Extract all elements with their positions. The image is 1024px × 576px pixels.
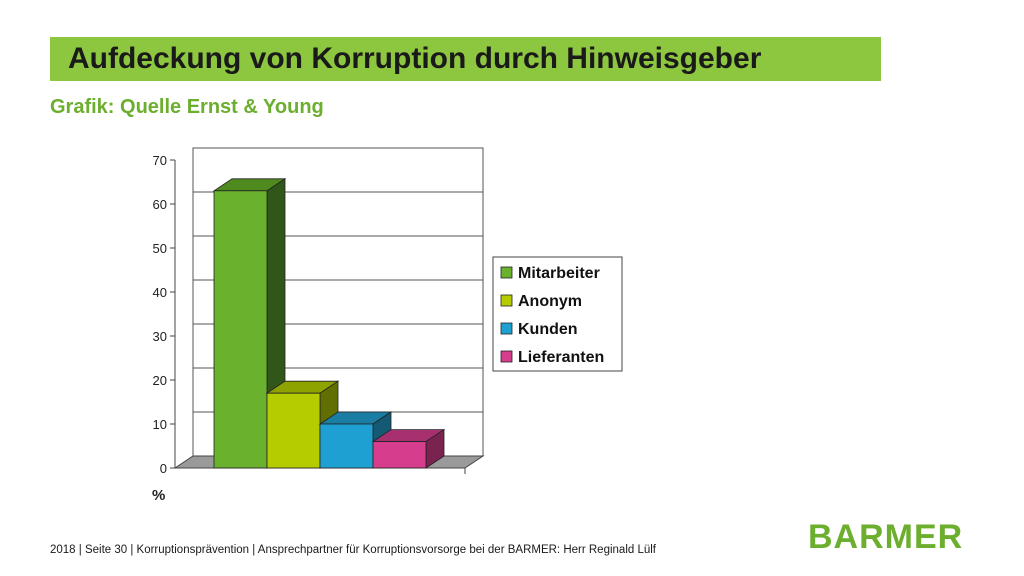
y-tick-label: 40 xyxy=(153,285,167,300)
bar-mitarbeiter xyxy=(212,178,287,469)
legend-box xyxy=(492,256,623,372)
slide-title: Aufdeckung von Korruption durch Hinweisg… xyxy=(68,42,762,75)
y-tick-label: 50 xyxy=(153,241,167,256)
bar-front xyxy=(372,441,427,469)
barmer-logo: BARMER xyxy=(808,518,964,556)
title-bar xyxy=(50,37,881,81)
y-axis-label: % xyxy=(152,487,165,504)
footer-text: 2018 | Seite 30 | Korruptionsprävention … xyxy=(50,544,657,556)
legend-swatch xyxy=(500,350,513,363)
legend-label: Lieferanten xyxy=(518,349,604,366)
chart-legend: Mitarbeiter Anonym Kunden Lieferanten xyxy=(492,256,623,372)
y-tick-label: 60 xyxy=(153,197,167,212)
bar-front xyxy=(266,392,321,469)
y-tick-label: 70 xyxy=(153,153,167,168)
slide-subtitle: Grafik: Quelle Ernst & Young xyxy=(50,96,324,118)
legend-label: Mitarbeiter xyxy=(518,265,600,282)
y-tick-label: 10 xyxy=(153,417,167,432)
legend-label: Anonym xyxy=(518,293,582,310)
legend-swatch xyxy=(500,266,513,279)
y-tick-label: 30 xyxy=(153,329,167,344)
legend-swatch xyxy=(500,322,513,335)
legend-swatch xyxy=(500,294,513,307)
y-tick-label: 20 xyxy=(153,373,167,388)
bar-front xyxy=(213,190,268,469)
legend-label: Kunden xyxy=(518,321,578,338)
bar-front xyxy=(319,423,374,469)
bar-lieferanten xyxy=(371,428,446,469)
y-tick-label: 0 xyxy=(160,461,167,476)
